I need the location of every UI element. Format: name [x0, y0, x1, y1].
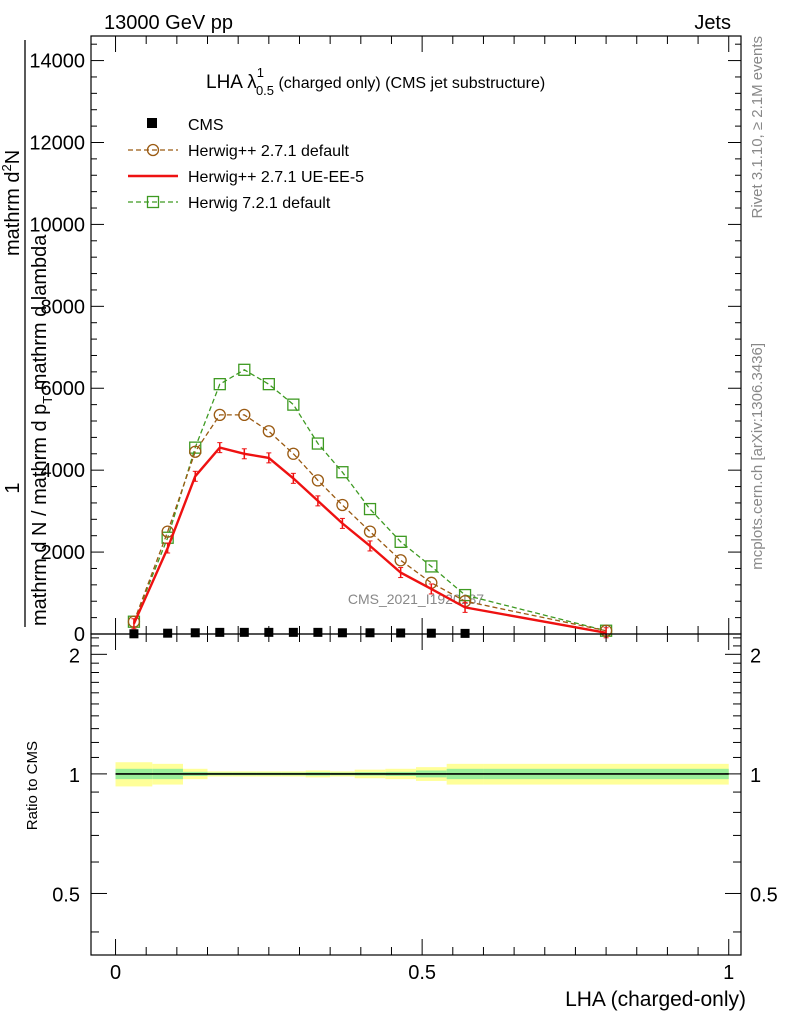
header-right: Jets	[694, 12, 731, 34]
main-y-tick-label: 6000	[41, 378, 86, 400]
plot-title-main: LHA λ	[206, 72, 257, 93]
point-herwig7-default	[262, 378, 275, 391]
plot-title-sup: 1	[257, 65, 264, 80]
ratio-y-tick-label-right: 0.5	[750, 884, 778, 906]
main-y-tick-label: 2000	[41, 542, 86, 564]
x-tick-label: 0.5	[408, 962, 436, 984]
watermark: CMS_2021_I1920187	[348, 591, 484, 607]
plot-title-rest: (charged only) (CMS jet substructure)	[274, 75, 545, 92]
point-herwigpp-default	[336, 498, 349, 512]
point-cms	[460, 628, 470, 638]
point-herwig7-default	[394, 535, 407, 548]
point-herwigpp-default	[394, 554, 407, 567]
point-herwigpp-default	[189, 445, 202, 458]
point-herwig7-default	[363, 502, 377, 516]
main-y-tick-label: 4000	[41, 460, 86, 482]
point-cms	[365, 628, 375, 638]
point-herwig7-default	[213, 378, 226, 391]
point-herwigpp-default	[238, 408, 251, 422]
point-herwig7-default	[238, 363, 251, 376]
point-herwigpp-default	[213, 408, 226, 422]
point-cms	[313, 627, 323, 637]
y-label-numerator: mathrm d2N	[0, 150, 24, 256]
y-label-bottom-rest: mathrm d lambda	[29, 234, 51, 396]
ratio-y-tick-label-right: 1	[750, 765, 761, 787]
legend: CMS Herwig++ 2.7.1 default Herwig++ 2.7.…	[128, 117, 364, 212]
legend-label-herwigpp-default: Herwig++ 2.7.1 default	[188, 143, 350, 160]
x-tick-label: 1	[723, 962, 734, 984]
y-label-bottom-main: mathrm d N / mathrm d p	[29, 404, 51, 626]
point-cms	[396, 628, 406, 638]
y-label-bottom: mathrm d N / mathrm d pT mathrm d lambda	[29, 234, 55, 626]
main-plot-panel: 0 2000 4000 6000 8000 10000 12000 14000 CMS_202…	[0, 35, 742, 646]
header-left: 13000 GeV pp	[104, 12, 233, 34]
legend-marker-herwig7-default	[146, 195, 160, 209]
ratio-y-tick-label: 1	[69, 765, 80, 787]
y-label-bottom-sub: T	[40, 396, 55, 404]
x-axis-label: LHA (charged-only)	[565, 988, 746, 1011]
legend-label-herwig7-default: Herwig 7.2.1 default	[188, 195, 331, 212]
ratio-x-ticks: 0 0.5 1	[110, 634, 734, 984]
main-y-tick-label: 10000	[29, 214, 85, 236]
point-cms	[215, 627, 225, 637]
main-y-ticks: 0 2000 4000 6000 8000 10000 12000 14000	[29, 43, 741, 646]
point-cms	[337, 628, 347, 638]
y-label-numerator-rest: N	[2, 150, 24, 164]
mcplots-text: mcplots.cern.ch [arXiv:1306.3436]	[749, 343, 766, 570]
ratio-y-tick-label-right: 2	[750, 645, 761, 667]
point-herwigpp-default	[363, 525, 377, 538]
point-cms	[190, 628, 200, 638]
point-cms	[239, 627, 249, 637]
legend-label-herwigpp-ueee5: Herwig++ 2.7.1 UE-EE-5	[188, 169, 364, 186]
plot-title-sub: 0.5	[256, 83, 274, 98]
y-label-numerator-main: mathrm d	[2, 172, 24, 256]
main-y-tick-label: 8000	[41, 296, 86, 318]
main-y-tick-label: 14000	[29, 51, 85, 73]
plot-title: LHA λ1 0.5 (charged only) (CMS jet substr…	[206, 65, 545, 98]
ratio-plot-panel: 0.5 0.51 12 2 0 0.5 1 Ratio to CMS LHA (charg…	[24, 633, 778, 1011]
ratio-plot-frame	[90, 633, 742, 956]
y-label-numerator-sup: 2	[0, 164, 14, 171]
point-cms	[288, 627, 298, 637]
x-tick-label: 0	[110, 962, 121, 984]
point-cms	[163, 628, 173, 638]
legend-marker-herwigpp-default	[146, 143, 160, 157]
legend-marker-cms	[147, 118, 157, 128]
main-y-tick-label: 12000	[29, 132, 85, 154]
point-herwig7-default	[311, 437, 325, 450]
point-herwigpp-default	[287, 447, 300, 460]
point-herwigpp-default	[311, 474, 325, 487]
ratio-y-ticks: 0.5 0.5 1 1 2 2	[52, 637, 778, 933]
ratio-y-tick-label: 0.5	[52, 884, 80, 906]
main-y-tick-label: 0	[74, 624, 85, 646]
point-herwig7-default	[336, 466, 349, 479]
series-line-herwigpp-default	[133, 414, 607, 632]
main-x-ticks	[115, 36, 730, 634]
point-herwigpp-default	[262, 425, 275, 438]
point-herwig7-default	[425, 560, 438, 573]
ratio-y-tick-label: 2	[69, 645, 80, 667]
point-herwig7-default	[287, 398, 300, 411]
point-cms	[264, 627, 274, 637]
series-line-herwigpp-ueee5	[132, 446, 607, 634]
legend-label-cms: CMS	[188, 117, 224, 134]
y-label-top: 1	[2, 482, 24, 493]
rivet-version-text: Rivet 3.1.10, ≥ 2.1M events	[749, 36, 766, 219]
ratio-y-label: Ratio to CMS	[24, 741, 41, 830]
point-cms	[426, 628, 436, 638]
